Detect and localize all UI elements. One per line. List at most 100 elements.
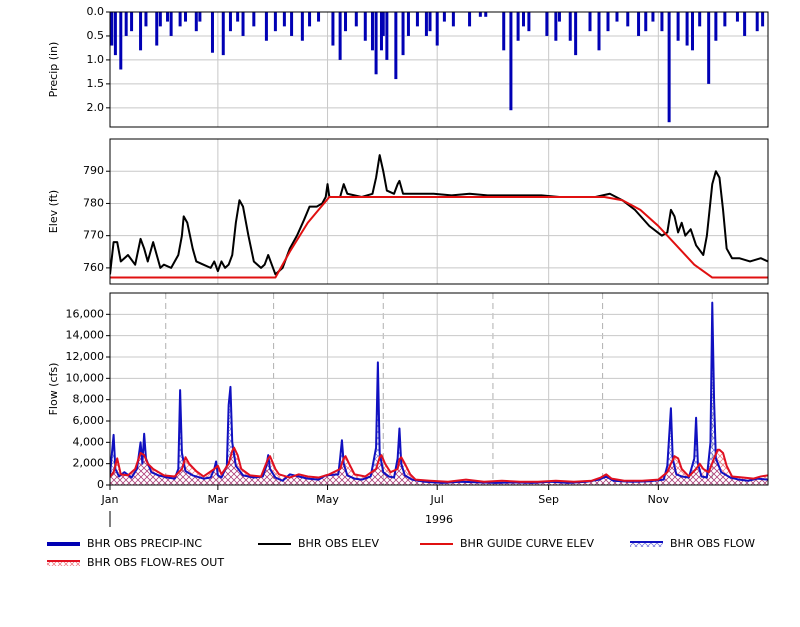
- precip-bar: [252, 12, 256, 27]
- precip-bar: [415, 12, 419, 27]
- y-tick-label: 8,000: [73, 393, 105, 406]
- precip-bar: [113, 12, 117, 56]
- y-tick-label: 770: [83, 229, 104, 242]
- plot-layer: [110, 12, 765, 123]
- precip-bar: [155, 12, 159, 46]
- precip-bar: [338, 12, 342, 60]
- precip-bar: [273, 12, 277, 32]
- precip-bar: [379, 12, 383, 51]
- series-line: [110, 301, 768, 484]
- legend-swatch: [630, 542, 663, 547]
- y-tick-label: 0: [97, 478, 104, 491]
- precip-bar: [385, 12, 389, 60]
- y-axis-label: Flow (cfs): [47, 363, 60, 416]
- precip-bar: [516, 12, 520, 41]
- y-tick-label: 0.5: [87, 29, 105, 42]
- precip-bar: [545, 12, 549, 36]
- precip-bar: [557, 12, 561, 22]
- x-axis-label: 1996: [425, 513, 453, 526]
- legend-label: BHR OBS FLOW: [670, 537, 755, 550]
- precip-bar: [290, 12, 294, 36]
- precip-bar: [521, 12, 525, 27]
- plot-area: [110, 139, 768, 284]
- precip-bar: [574, 12, 578, 56]
- precip-bar: [660, 12, 664, 32]
- precip-bar: [370, 12, 374, 51]
- precip-bar: [588, 12, 592, 32]
- precip-bar: [264, 12, 268, 41]
- y-tick-label: 790: [83, 164, 104, 177]
- precip-bar: [435, 12, 439, 46]
- precip-bar: [676, 12, 680, 41]
- plot-frame: [109, 11, 769, 128]
- precip-bar: [644, 12, 648, 32]
- y-tick-label: 16,000: [66, 307, 105, 320]
- precip-bar: [761, 12, 765, 27]
- legend-swatch: [47, 561, 80, 566]
- precip-bar: [424, 12, 428, 36]
- precip-bar: [363, 12, 367, 41]
- legend-label: BHR OBS ELEV: [298, 537, 379, 550]
- precip-bar: [651, 12, 655, 22]
- precip-bar: [381, 12, 385, 36]
- x-tick-label: Nov: [648, 493, 670, 506]
- plot-frame: [109, 292, 769, 486]
- precip-bar: [606, 12, 610, 32]
- y-axis-label: Precip (in): [47, 42, 60, 98]
- y-axis-label: Elev (ft): [47, 190, 60, 233]
- precip-bar: [317, 12, 321, 22]
- precip-bar: [144, 12, 148, 27]
- y-tick-label: 6,000: [73, 414, 105, 427]
- precip-bar: [110, 12, 114, 46]
- precip-bar: [509, 12, 513, 111]
- y-tick-label: 780: [83, 196, 104, 209]
- precip-bar: [228, 12, 232, 32]
- precip-bar: [597, 12, 601, 51]
- precip-bar: [374, 12, 378, 75]
- precip-bar: [468, 12, 472, 27]
- precip-bar: [755, 12, 759, 32]
- legend-label: BHR OBS FLOW-RES OUT: [87, 556, 224, 569]
- precip-bar: [344, 12, 348, 32]
- precip-bar: [735, 12, 739, 22]
- precip-bar: [401, 12, 405, 56]
- precip-bar: [394, 12, 398, 80]
- precip-bar: [166, 12, 170, 22]
- precip-bar: [626, 12, 630, 27]
- precip-bar: [707, 12, 711, 84]
- x-tick-label: Sep: [538, 493, 559, 506]
- precip-bar: [714, 12, 718, 41]
- precip-bar: [354, 12, 358, 27]
- precip-bar: [685, 12, 689, 46]
- series-line: [110, 446, 768, 483]
- precip-bar: [568, 12, 572, 41]
- x-tick-label: Mar: [207, 493, 228, 506]
- precip-bar: [723, 12, 727, 27]
- precip-bar: [198, 12, 202, 22]
- precip-bar: [331, 12, 335, 46]
- precip-bar: [442, 12, 446, 22]
- precip-bar: [119, 12, 123, 70]
- precip-bar: [554, 12, 558, 41]
- y-tick-label: 1.5: [87, 77, 105, 90]
- x-tick-label: Jul: [430, 493, 444, 506]
- y-tick-label: 14,000: [66, 329, 105, 342]
- precip-bar: [406, 12, 410, 36]
- y-tick-label: 1.0: [87, 53, 105, 66]
- precip-bar: [502, 12, 506, 51]
- y-tick-label: 0.0: [87, 5, 105, 18]
- precip-bar: [139, 12, 143, 51]
- legend-label: BHR OBS PRECIP-INC: [87, 537, 202, 550]
- precip-bar: [210, 12, 214, 53]
- precip-bar: [169, 12, 173, 36]
- series-line: [110, 196, 768, 279]
- plot-layer: [110, 301, 768, 485]
- precip-bar: [130, 12, 134, 32]
- y-tick-label: 760: [83, 261, 104, 274]
- precip-bar: [184, 12, 188, 22]
- precip-bar: [236, 12, 240, 22]
- precip-bar: [527, 12, 531, 32]
- precip-bar: [690, 12, 694, 51]
- precip-bar: [743, 12, 747, 36]
